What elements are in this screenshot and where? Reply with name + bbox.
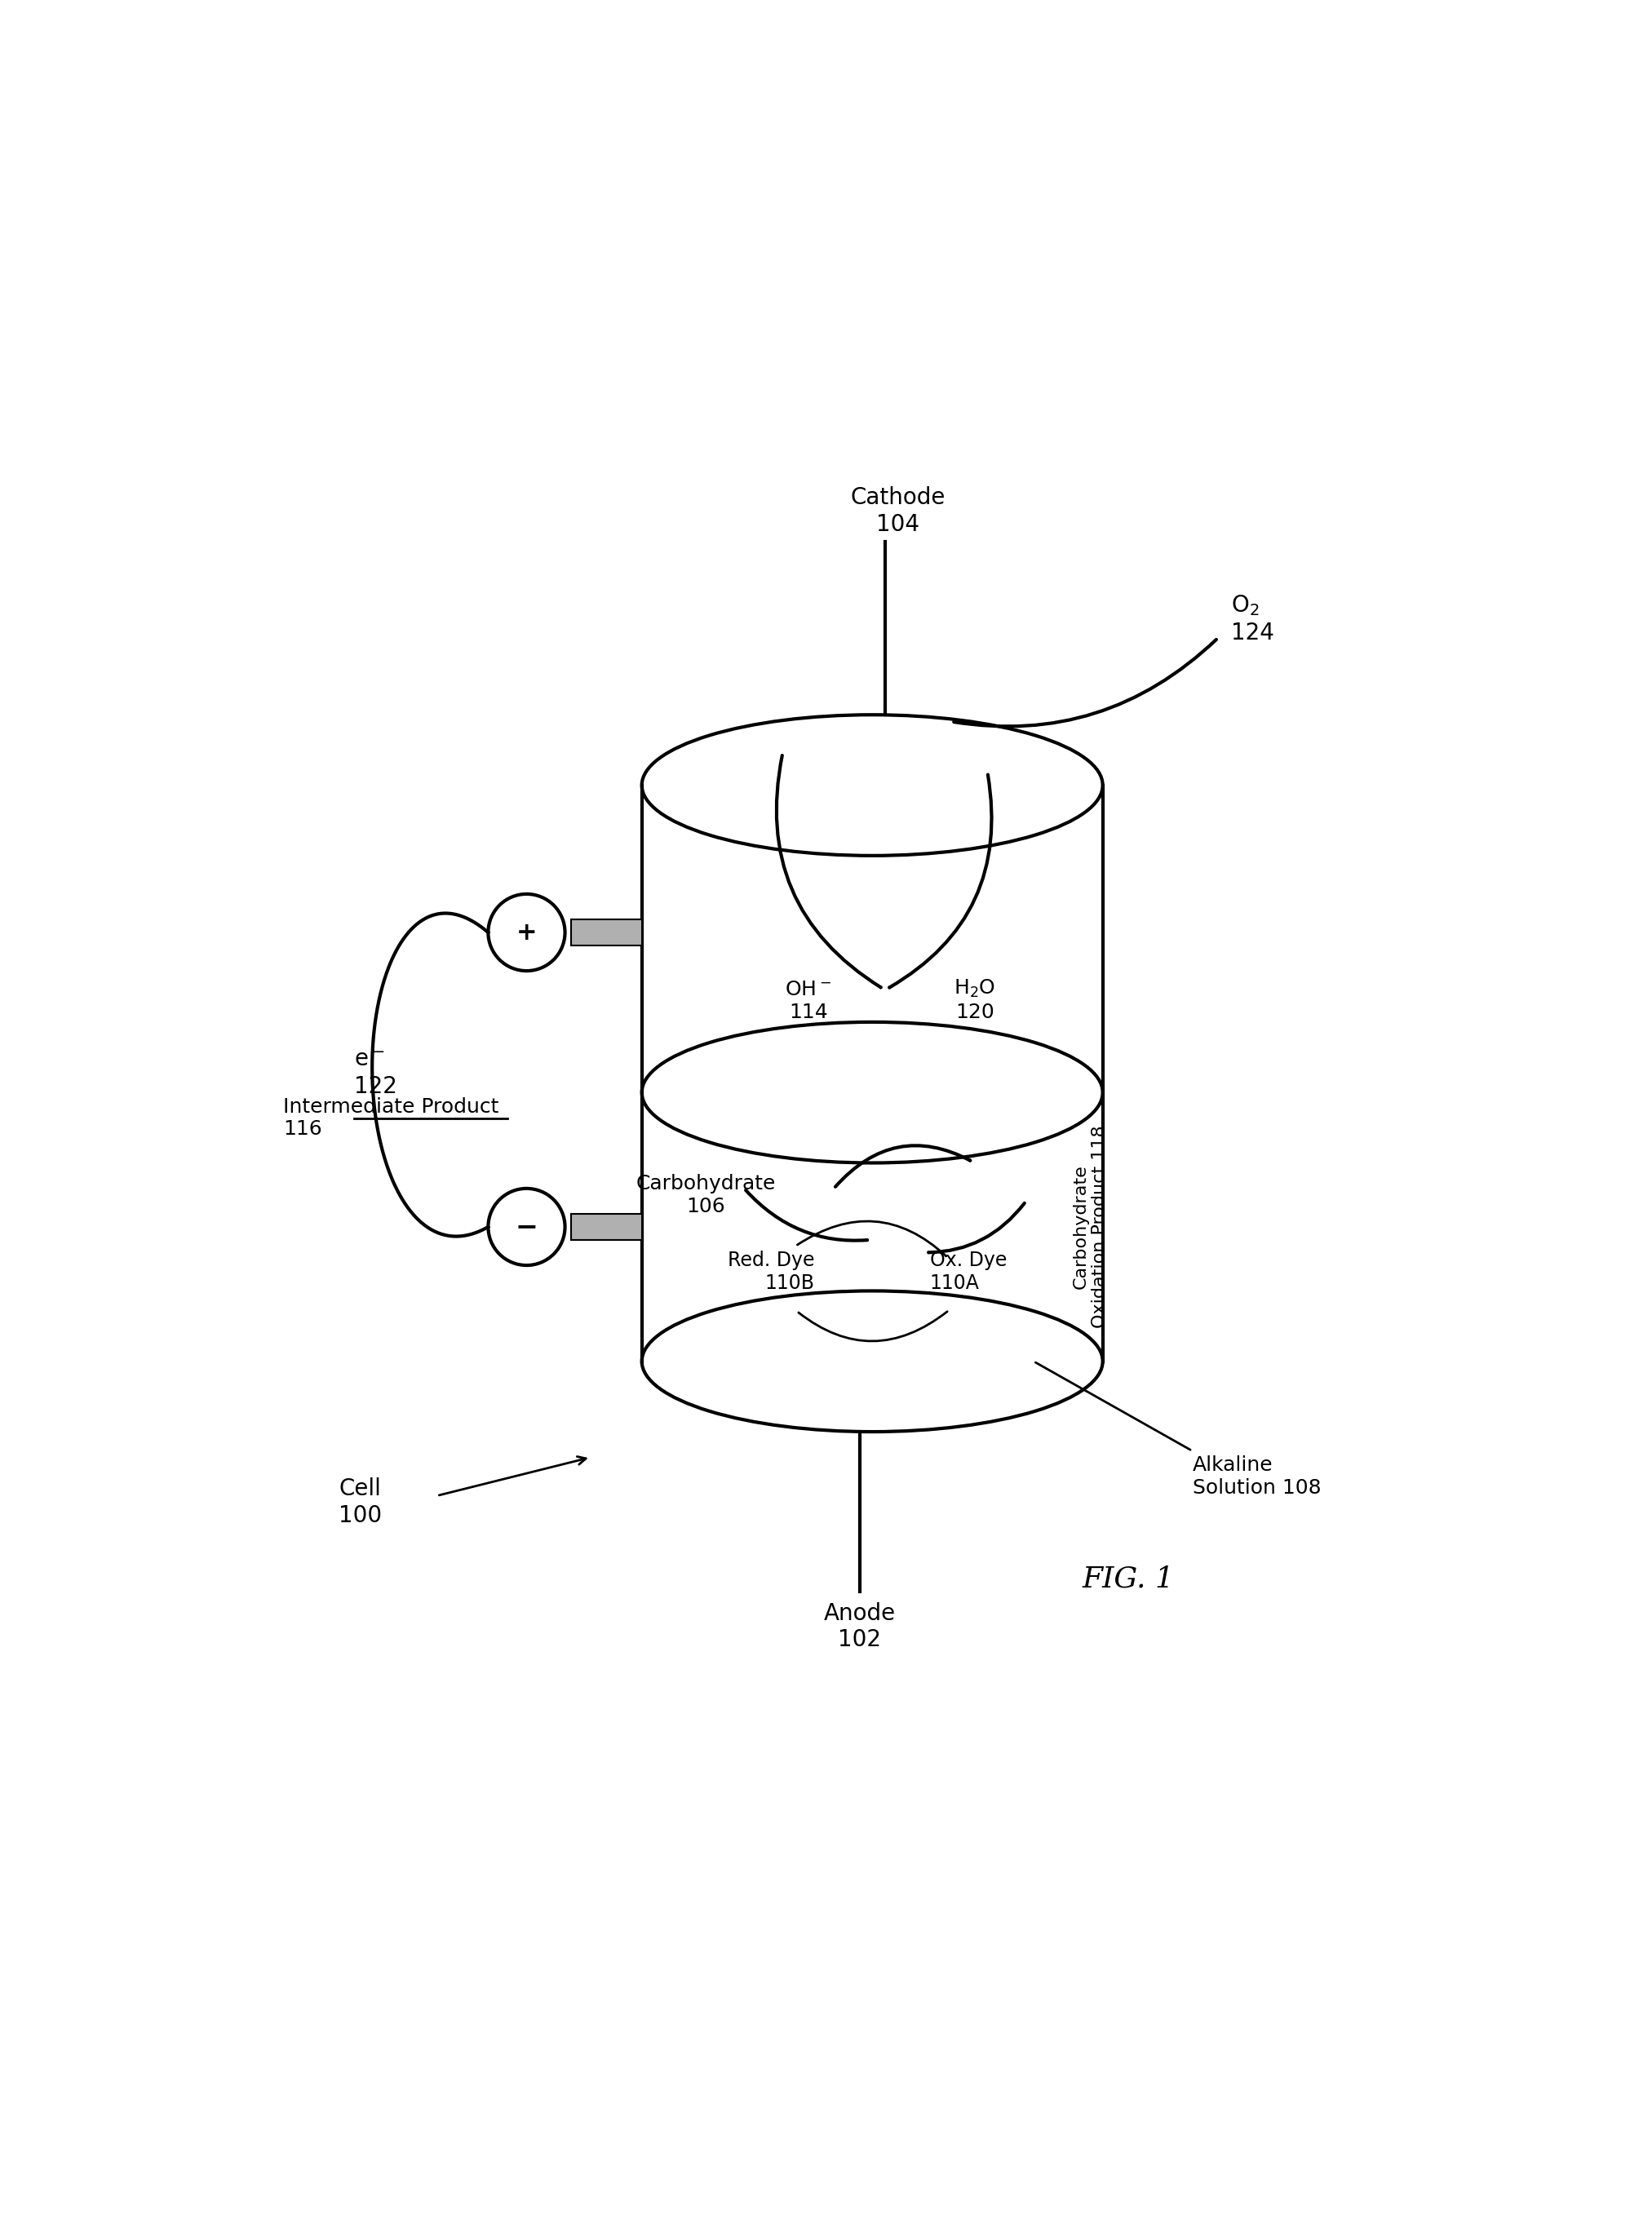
FancyBboxPatch shape xyxy=(572,919,643,945)
Text: Intermediate Product
116: Intermediate Product 116 xyxy=(284,1096,499,1140)
Text: Cell
100: Cell 100 xyxy=(339,1477,382,1528)
Text: OH$^-$
114: OH$^-$ 114 xyxy=(785,981,831,1023)
FancyArrowPatch shape xyxy=(836,1145,970,1187)
Text: −: − xyxy=(515,1213,539,1240)
FancyArrowPatch shape xyxy=(798,1311,947,1342)
Text: Red. Dye
110B: Red. Dye 110B xyxy=(729,1251,814,1293)
Text: Alkaline
Solution 108: Alkaline Solution 108 xyxy=(1193,1455,1322,1497)
FancyBboxPatch shape xyxy=(572,1213,643,1240)
FancyArrowPatch shape xyxy=(745,1191,867,1240)
Text: H$_2$O
120: H$_2$O 120 xyxy=(953,979,996,1023)
Text: Carbohydrate
Oxidation Product 118: Carbohydrate Oxidation Product 118 xyxy=(1072,1125,1107,1328)
Text: Ox. Dye
110A: Ox. Dye 110A xyxy=(930,1251,1006,1293)
Text: Cathode
104: Cathode 104 xyxy=(851,487,945,536)
FancyArrowPatch shape xyxy=(889,775,991,987)
FancyArrowPatch shape xyxy=(798,1222,947,1255)
Text: FIG. 1: FIG. 1 xyxy=(1082,1565,1175,1592)
Text: O$_2$
124: O$_2$ 124 xyxy=(1231,593,1274,644)
FancyArrowPatch shape xyxy=(955,640,1216,726)
FancyArrowPatch shape xyxy=(928,1202,1024,1253)
Text: Carbohydrate
106: Carbohydrate 106 xyxy=(636,1173,776,1215)
Text: +: + xyxy=(515,921,537,943)
FancyArrowPatch shape xyxy=(776,755,881,987)
Text: Anode
102: Anode 102 xyxy=(823,1603,895,1652)
Text: e$^-$
122: e$^-$ 122 xyxy=(354,1049,396,1098)
